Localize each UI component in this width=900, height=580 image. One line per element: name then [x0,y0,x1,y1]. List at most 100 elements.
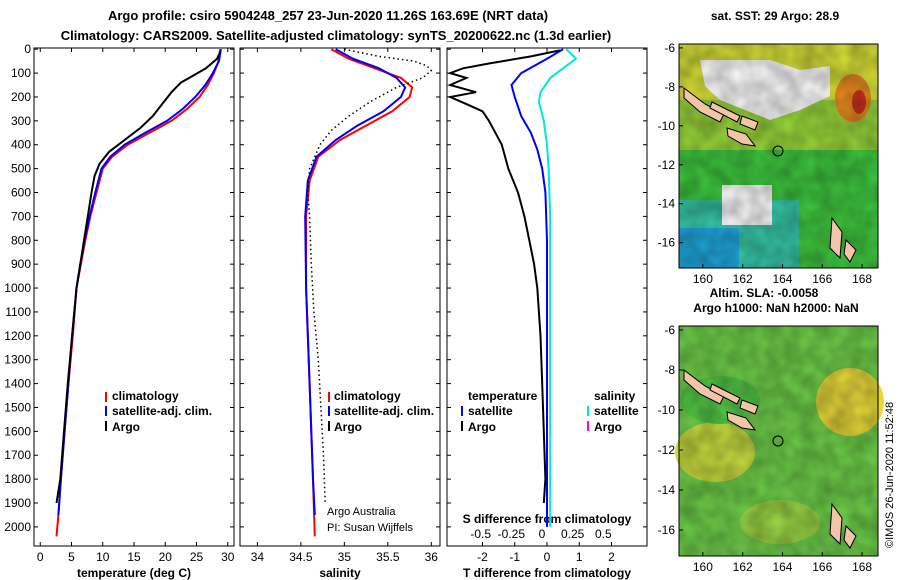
map-y-tick-label: -8 [664,80,675,94]
island-guadalcanal [726,127,757,147]
x-tick-label: -2 [477,550,488,564]
map-y-tick-label: -12 [658,158,676,172]
series-argo [55,51,222,504]
map-y-tick-label: -16 [658,236,676,250]
title-line-2: Climatology: CARS2009. Satellite-adjuste… [61,28,612,43]
plot-frame [33,47,235,547]
map-y-tick-label: -8 [664,363,675,377]
series-temperature-argo [446,49,561,504]
secondary-x-tick-label: 0.25 [561,527,585,541]
y-tick-label: 1600 [4,424,31,438]
secondary-x-tick-label: 0 [539,527,546,541]
y-tick-label: 1400 [4,377,31,391]
legend-temperature-header: temperature [468,389,538,403]
y-tick-label: 100 [11,66,31,80]
island-new-georgia [683,86,725,123]
island-guadalcanal [726,411,757,431]
legend-temp-satellite: satellite [468,404,513,418]
y-tick-label: 2000 [4,520,31,534]
y-tick-label: 1800 [4,472,31,486]
y-tick-label: 700 [11,209,31,223]
y-tick-label: 400 [11,138,31,152]
legend-climatology: climatology [334,389,401,403]
sst-map-title: sat. SST: 29 Argo: 28.9 [711,9,840,23]
x-tick-label: 2 [608,550,615,564]
y-tick-label: 1200 [4,329,31,343]
island-malaita [739,115,759,131]
x-tick-label: 10 [96,550,110,564]
legend-sal-satellite: satellite [594,404,639,418]
map-x-tick-label: 164 [772,272,792,286]
x-tick-label: 35 [338,550,352,564]
island-espiritu-santo [829,216,843,260]
x-axis-label: T difference from climatology [463,566,631,580]
legend-sal-argo: Argo [594,420,622,434]
x-tick-label: 35.5 [376,550,400,564]
series-temperature-satellite [510,48,564,527]
x-tick-label: 20 [159,550,173,564]
y-tick-label: 800 [11,233,31,247]
x-tick-label: 34 [251,550,265,564]
x-tick-label: 0 [37,550,44,564]
difference-legend: temperature satellite Argo salinity sate… [461,389,639,434]
y-tick-label: 900 [11,257,31,271]
map-y-tick-label: -10 [658,119,676,133]
sla-map-frame [678,325,879,557]
sst-map-frame [678,43,879,269]
island-new-georgia [683,368,725,405]
map-y-tick-label: -10 [658,403,676,417]
x-tick-label: -1 [509,550,520,564]
salinity-profile-panel: 34 34.5 35 35.5 36 salinity [239,47,441,580]
x-tick-label: 5 [68,550,75,564]
credit-argo-australia: Argo Australia [327,506,396,518]
plot-frame [239,47,441,547]
series-salinity-satellite [537,48,578,527]
argo-position-marker [772,435,784,447]
y-tick-label: 1500 [4,400,31,414]
secondary-x-tick-label: 0.5 [595,527,612,541]
x-tick-label: 34.5 [289,550,313,564]
map-x-tick-label: 162 [733,560,753,574]
island-malakula [843,238,857,263]
sst-map: sat. SST: 29 Argo: 28.9 Altim. SLA: -0.0… [658,9,879,300]
map-x-tick-label: 164 [772,560,792,574]
map-x-tick-label: 168 [852,560,872,574]
temperature-legend: climatology satellite-adj. clim. Argo [105,389,212,434]
imos-timestamp: ©IMOS 26-Jun-2020 11:52:48 [884,402,896,548]
y-tick-label: 1700 [4,448,31,462]
altimetry-sla: Altim. SLA: -0.0058 [710,286,819,300]
salinity-legend: climatology satellite-adj. clim. Argo Ar… [327,389,434,534]
legend-argo: Argo [334,420,362,434]
secondary-x-tick-label: -0.25 [498,527,526,541]
legend-temp-argo: Argo [468,420,496,434]
map-x-tick-label: 166 [812,272,832,286]
x-tick-label: 36 [425,550,439,564]
x-axis-label: salinity [319,566,361,580]
legend-salinity-header: salinity [594,389,636,403]
y-tick-label: 1900 [4,496,31,510]
island-santa-isabel [709,101,741,123]
y-tick-label: 1300 [4,353,31,367]
y-tick-label: 1100 [5,305,31,319]
map-x-tick-label: 160 [693,560,713,574]
island-espiritu-santo [829,502,843,546]
title-line-1: Argo profile: csiro 5904248_257 23-Jun-2… [108,8,548,23]
legend-satellite: satellite-adj. clim. [334,404,434,418]
x-tick-label: 1 [576,550,583,564]
y-tick-label: 1000 [4,281,31,295]
map-y-tick-label: -6 [664,41,675,55]
map-y-tick-label: -16 [658,523,676,537]
legend-satellite: satellite-adj. clim. [112,404,212,418]
legend-argo: Argo [112,420,140,434]
map-y-tick-label: -14 [658,483,676,497]
sla-map: Argo h1000: NaN h2000: NaN 160 162 164 166 1… [658,301,884,574]
series-satellite-adj-clim- [304,48,407,515]
sla-texture [679,326,878,556]
x-tick-label: 15 [127,550,141,564]
map-y-tick-label: -12 [658,443,676,457]
temperature-profile-panel: 0100200300400500600700800900100011001200… [4,42,234,580]
legend-climatology: climatology [112,389,179,403]
y-tick-label: 0 [24,42,31,56]
